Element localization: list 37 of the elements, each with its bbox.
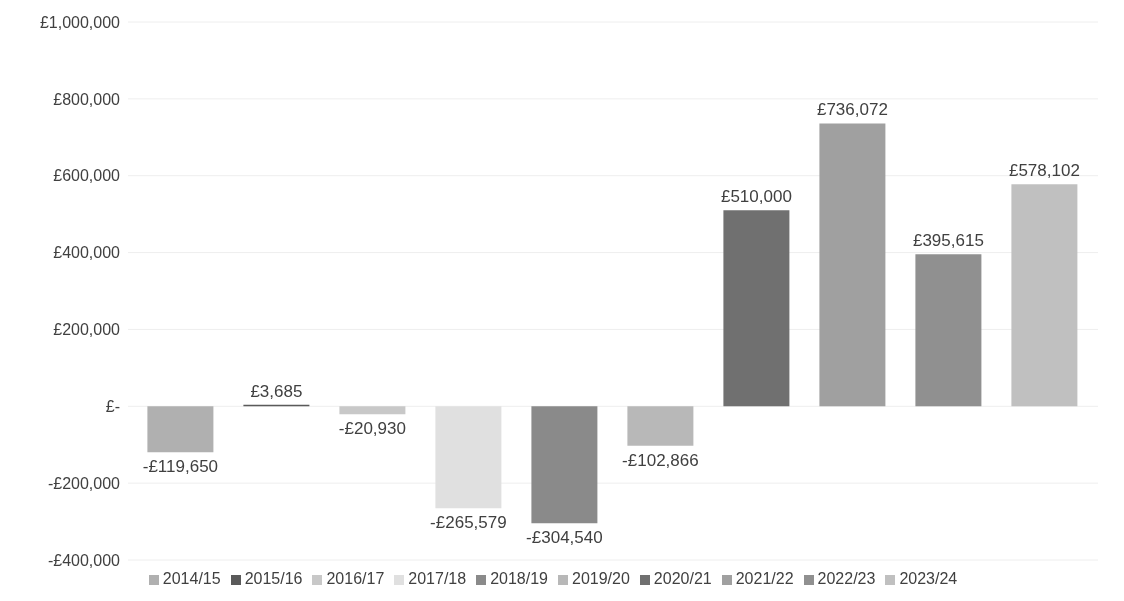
data-label: -£102,866 <box>622 450 699 470</box>
legend-label: 2020/21 <box>653 570 712 587</box>
legend-label: 2019/20 <box>572 570 630 587</box>
data-label: £510,000 <box>720 187 792 207</box>
data-label: £736,072 <box>816 100 888 120</box>
bar <box>531 406 598 524</box>
bar <box>435 406 502 509</box>
y-tick-label: £400,000 <box>53 244 121 262</box>
y-tick-label: -£200,000 <box>47 474 121 492</box>
y-tick-label: £800,000 <box>53 90 121 108</box>
legend-label: 2014/15 <box>162 570 221 587</box>
bar <box>339 406 406 415</box>
y-tick-label: -£400,000 <box>47 551 121 569</box>
data-label: £578,102 <box>1008 161 1080 181</box>
y-tick-label: £600,000 <box>53 167 121 185</box>
y-tick-label: £200,000 <box>53 321 121 339</box>
legend-label: 2023/24 <box>899 570 958 587</box>
bar <box>819 123 886 407</box>
bar <box>147 406 214 453</box>
legend-label: 2015/16 <box>244 570 303 587</box>
legend-label: 2016/17 <box>326 570 385 587</box>
bar <box>723 210 790 407</box>
legend-label: 2021/22 <box>735 570 794 587</box>
data-label: -£265,579 <box>430 513 507 533</box>
y-tick-label: £- <box>105 397 120 415</box>
bar <box>1011 184 1078 407</box>
data-label: -£304,540 <box>526 528 603 548</box>
bar <box>627 406 694 446</box>
bar <box>915 254 982 407</box>
legend-label: 2022/23 <box>817 570 876 587</box>
data-label: £395,615 <box>912 231 984 251</box>
data-label: -£20,930 <box>338 419 406 439</box>
legend-label: 2017/18 <box>408 570 467 587</box>
data-label: £3,685 <box>250 381 303 401</box>
data-label: -£119,650 <box>142 457 219 477</box>
y-tick-label: £1,000,000 <box>39 13 121 31</box>
legend-label: 2018/19 <box>490 570 548 587</box>
